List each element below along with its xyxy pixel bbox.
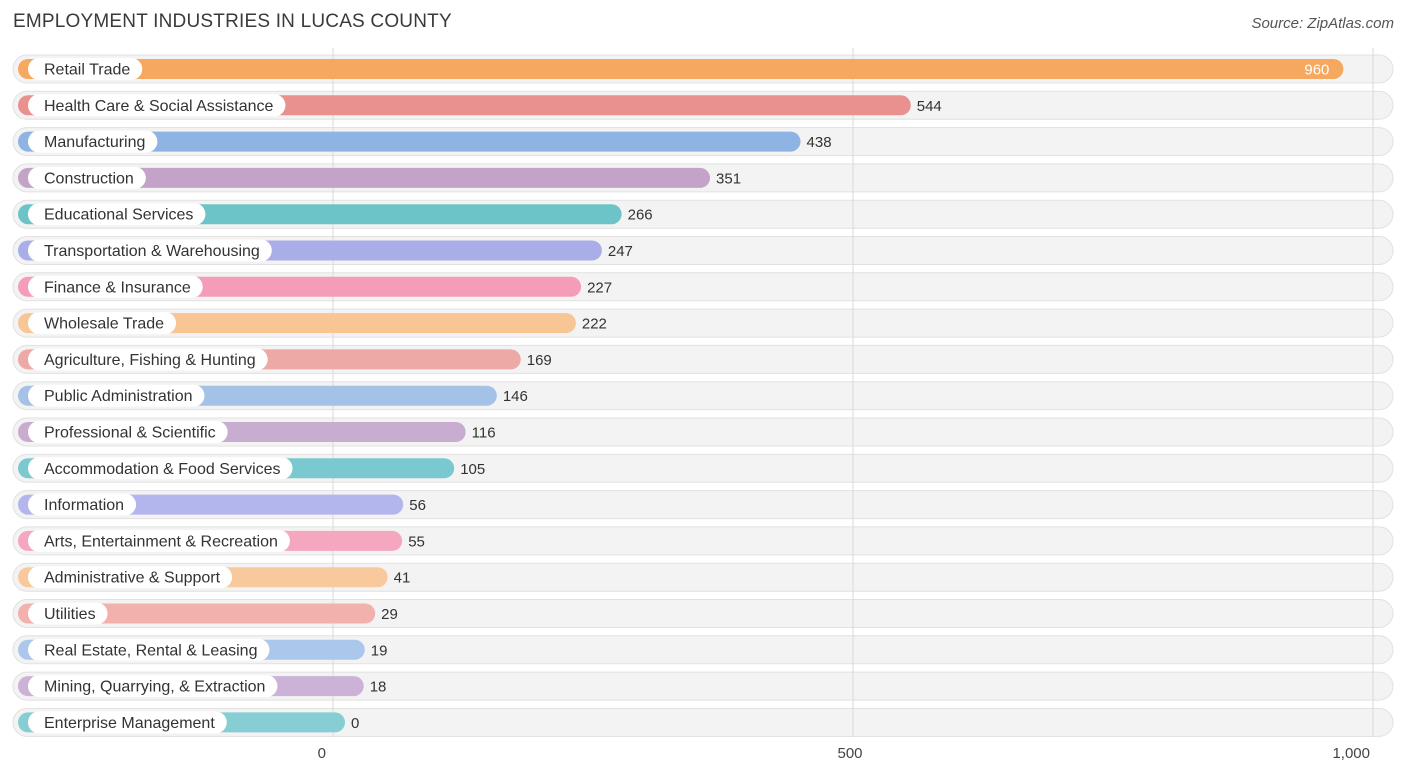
category-label: Wholesale Trade [44,316,164,333]
category-label-pill [28,493,137,516]
value-label: 960 [1304,62,1329,79]
category-label: Retail Trade [44,62,130,79]
row-track [12,707,1394,737]
bar-row: Transportation & Warehousing 247 [18,239,633,262]
category-label-pill [28,384,205,407]
bar-row: Retail Trade 960 [18,58,1344,80]
category-label-pill [28,348,268,371]
category-label: Enterprise Management [44,715,215,732]
category-label-pill [28,58,143,80]
bar [18,603,376,624]
category-label: Information [44,497,124,514]
value-label: 247 [608,243,633,260]
category-label-pill [28,457,293,480]
bar-row: Professional & Scientific 116 [18,421,496,443]
category-label: Utilities [44,606,96,623]
x-tick-label: 500 [837,745,862,762]
category-label-pill [28,675,278,698]
bar-row: Health Care & Social Assistance 544 [18,94,942,117]
category-label: Public Administration [44,388,193,405]
value-label: 438 [807,134,832,151]
bar-row: Public Administration 146 [18,384,528,407]
category-label-pill [28,275,203,298]
value-label: 351 [716,170,741,187]
bar-row: Arts, Entertainment & Recreation 55 [18,529,425,552]
bar-row: Administrative & Support 41 [18,566,411,589]
bar-row: Accommodation & Food Services 105 [18,457,485,480]
bar-row: Manufacturing 438 [18,130,832,153]
value-label: 19 [371,642,388,659]
category-label-pill [28,638,270,661]
bar [18,167,711,188]
x-axis: 0 500 1,000 [318,745,1370,762]
value-label: 55 [408,533,425,550]
bar [18,59,1344,79]
chart-title: EMPLOYMENT INDUSTRIES IN LUCAS COUNTY [13,11,452,32]
bar-row: Educational Services 266 [18,203,653,226]
category-label: Educational Services [44,207,193,224]
category-label: Administrative & Support [44,570,221,587]
value-label: 56 [409,497,426,514]
category-label: Mining, Quarrying, & Extraction [44,679,265,696]
category-label: Finance & Insurance [44,279,191,296]
bar-row: Agriculture, Fishing & Hunting 169 [18,348,552,371]
value-label: 146 [503,388,528,405]
x-tick-label: 0 [318,745,326,762]
bar [18,131,801,152]
category-label: Manufacturing [44,134,145,151]
category-label-pill [28,711,227,734]
value-label: 41 [394,570,411,587]
category-label-pill [28,602,108,625]
bar-row: Utilities 29 [18,602,398,625]
source-note: Source: ZipAtlas.com [1251,15,1394,32]
category-label: Accommodation & Food Services [44,461,281,478]
value-label: 227 [587,279,612,296]
value-label: 266 [628,207,653,224]
bar-row: Mining, Quarrying, & Extraction 18 [18,675,387,698]
value-label: 29 [381,606,398,623]
value-label: 222 [582,316,607,333]
category-label-pill [28,312,177,335]
category-label-pill [28,529,290,552]
bar-row: Information 56 [18,493,426,516]
bar-row: Enterprise Management 0 [18,711,359,734]
value-label: 116 [472,425,496,442]
value-label: 105 [460,461,485,478]
bar-row: Construction 351 [18,166,741,189]
x-tick-label: 1,000 [1332,745,1370,762]
category-label-pill [28,130,158,153]
value-label: 544 [917,98,942,115]
category-label: Transportation & Warehousing [44,243,260,260]
category-label: Arts, Entertainment & Recreation [44,533,278,550]
bar-row: Finance & Insurance 227 [18,275,612,298]
value-label: 169 [527,352,552,369]
category-label-pill [28,239,272,262]
bar-row: Wholesale Trade 222 [18,312,607,335]
value-label: 0 [351,715,359,732]
category-label-pill [28,166,146,189]
category-label: Real Estate, Rental & Leasing [44,642,257,659]
category-label: Construction [44,170,134,187]
category-label-pill [28,94,286,117]
category-label: Professional & Scientific [44,425,216,442]
category-label: Agriculture, Fishing & Hunting [44,352,256,369]
category-label-pill [28,203,206,226]
category-label: Health Care & Social Assistance [44,98,274,115]
category-label-pill [28,566,233,589]
value-label: 18 [370,679,387,696]
category-label-pill [28,421,228,443]
bar-row: Real Estate, Rental & Leasing 19 [18,638,388,661]
